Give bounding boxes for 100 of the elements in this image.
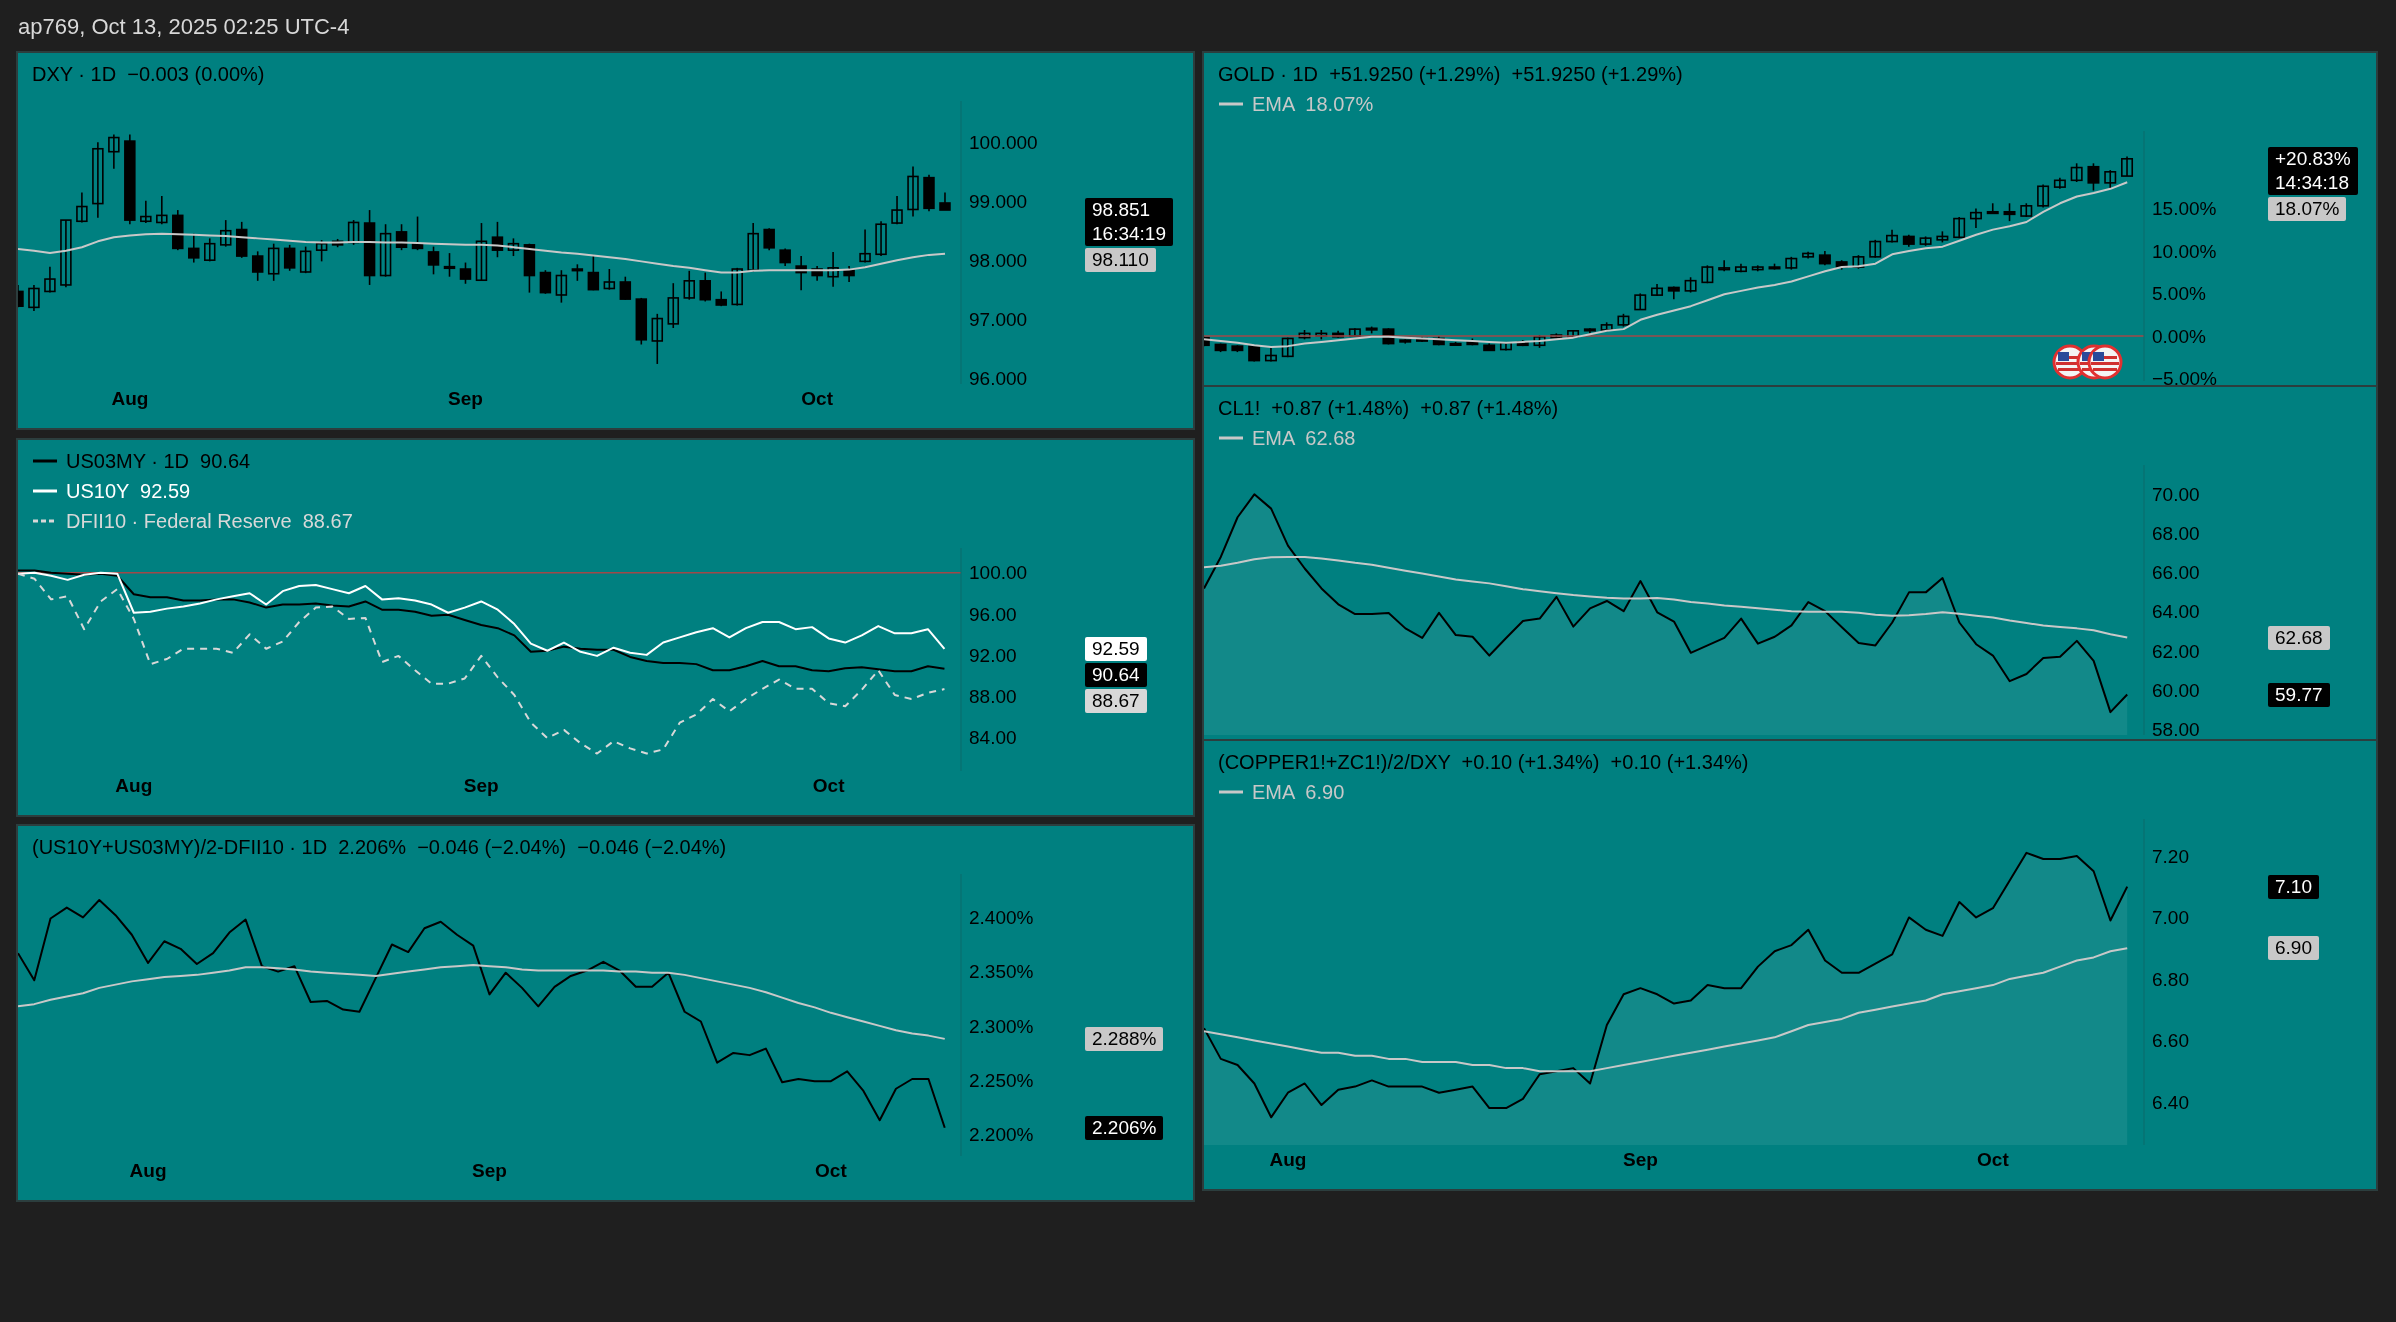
y-tick-label: 64.00 [2152, 601, 2200, 623]
candlestick [315, 239, 328, 263]
text: 98.851 [1092, 198, 1152, 222]
candlestick [28, 284, 40, 312]
y-tick-label: 96.000 [969, 367, 1028, 389]
x-tick-label: Oct [1977, 1149, 2010, 1171]
text: 16:34:19 [1092, 222, 1166, 246]
y-tick-label: 15.00% [2152, 198, 2217, 220]
line-series [18, 569, 946, 673]
y-tick-label: 97.000 [969, 308, 1028, 330]
candlestick [92, 141, 104, 219]
legend-label: EMA 6.90 [1252, 780, 1345, 805]
text: 98.110 [1092, 248, 1149, 272]
text: 59.77 [2275, 682, 2323, 707]
line-series [18, 964, 946, 1040]
candlestick [1986, 202, 1999, 215]
text: ap769, Oct 13, 2025 02:25 UTC-4 [18, 14, 350, 40]
chart-title: GOLD · 1D +51.9250 (+1.29%) +51.9250 (+1.29%) [1218, 62, 1683, 87]
candlestick [1264, 347, 1277, 363]
candlestick [763, 227, 775, 251]
chart-title: (US10Y+US03MY)/2-DFII10 · 1D 2.206% −0.046 (−2.04%) −0.046 (−2.04%) [32, 835, 727, 860]
candlestick [1969, 207, 1982, 229]
text: +20.83% [2275, 146, 2351, 171]
candlestick [1869, 239, 1882, 259]
chart-title: DXY · 1D −0.003 (0.00%) [32, 62, 265, 87]
line-series [18, 571, 946, 657]
text: 14:34:18 [2275, 170, 2350, 195]
candlestick [475, 222, 488, 282]
y-tick-label: 5.00% [2152, 283, 2206, 305]
line-series [18, 572, 946, 755]
y-tick-label: 88.00 [969, 685, 1017, 707]
text: 18.07% [2275, 196, 2340, 221]
y-tick-label: 98.000 [969, 249, 1028, 271]
candlestick [587, 254, 600, 292]
y-tick-label: 2.250% [969, 1069, 1034, 1091]
y-tick-label: 62.00 [2152, 640, 2200, 662]
candlestick [875, 220, 887, 257]
candlestick [2121, 155, 2134, 177]
candlestick [827, 251, 839, 288]
candlestick [267, 242, 280, 282]
candlestick [347, 219, 360, 246]
text: 90.64 [1092, 662, 1140, 687]
candlestick [251, 250, 264, 282]
x-tick-label: Oct [801, 388, 834, 410]
candlestick [651, 313, 664, 365]
candlestick [1651, 283, 1664, 297]
legend-label: US03MY · 1D 90.64 [66, 449, 251, 474]
candlestick [443, 252, 456, 278]
y-tick-label: 6.60 [2152, 1030, 2189, 1052]
candlestick [891, 195, 903, 226]
candlestick [699, 271, 711, 303]
candlestick [299, 245, 312, 274]
candlestick [156, 195, 168, 226]
legend-label: DFII10 · Federal Reserve 88.67 [66, 509, 353, 534]
candlestick [60, 219, 72, 289]
y-tick-label: 100.00 [969, 562, 1028, 584]
candlestick [747, 222, 759, 273]
x-tick-label: Aug [1269, 1149, 1307, 1171]
x-tick-label: Sep [472, 1160, 507, 1182]
candlestick [204, 237, 216, 263]
x-tick-label: Aug [115, 775, 153, 797]
candlestick [731, 267, 743, 307]
y-tick-label: 2.200% [969, 1124, 1034, 1146]
x-tick-label: Sep [448, 388, 483, 410]
y-tick-label: 10.00% [2152, 240, 2217, 262]
x-tick-label: Oct [815, 1160, 848, 1182]
y-tick-label: 2.350% [969, 961, 1034, 983]
candlestick [44, 265, 56, 294]
candlestick [907, 165, 919, 218]
line-series [18, 899, 946, 1129]
candlestick [603, 268, 616, 291]
candlestick [427, 245, 440, 276]
y-tick-label: 6.40 [2152, 1091, 2189, 1113]
legend-label: US10Y 92.59 [66, 479, 191, 504]
candlestick [459, 261, 472, 285]
line-series [1204, 181, 2129, 348]
candlestick [555, 269, 568, 304]
candlestick [859, 228, 871, 264]
y-tick-label: 58.00 [2152, 718, 2200, 740]
legend-label: EMA 62.68 [1252, 426, 1356, 451]
y-tick-label: 2.400% [969, 907, 1034, 929]
candlestick [108, 133, 120, 170]
text: 92.59 [1092, 636, 1140, 661]
y-tick-label: 66.00 [2152, 562, 2200, 584]
candlestick [140, 199, 152, 224]
y-tick-label: 96.00 [969, 603, 1017, 625]
y-tick-label: 99.000 [969, 190, 1028, 212]
x-tick-label: Aug [129, 1160, 167, 1182]
candlestick [219, 219, 232, 248]
y-tick-label: 70.00 [2152, 484, 2200, 506]
candlestick [683, 270, 696, 301]
x-tick-label: Sep [463, 775, 499, 797]
candlestick [619, 275, 632, 301]
x-tick-label: Sep [1623, 1149, 1658, 1171]
candlestick [2104, 169, 2117, 190]
candlestick [539, 269, 552, 295]
legend-label: EMA 18.07% [1252, 92, 1374, 117]
y-tick-label: 68.00 [2152, 523, 2200, 545]
candlestick [1634, 292, 1647, 311]
y-tick-label: 7.20 [2152, 845, 2189, 867]
